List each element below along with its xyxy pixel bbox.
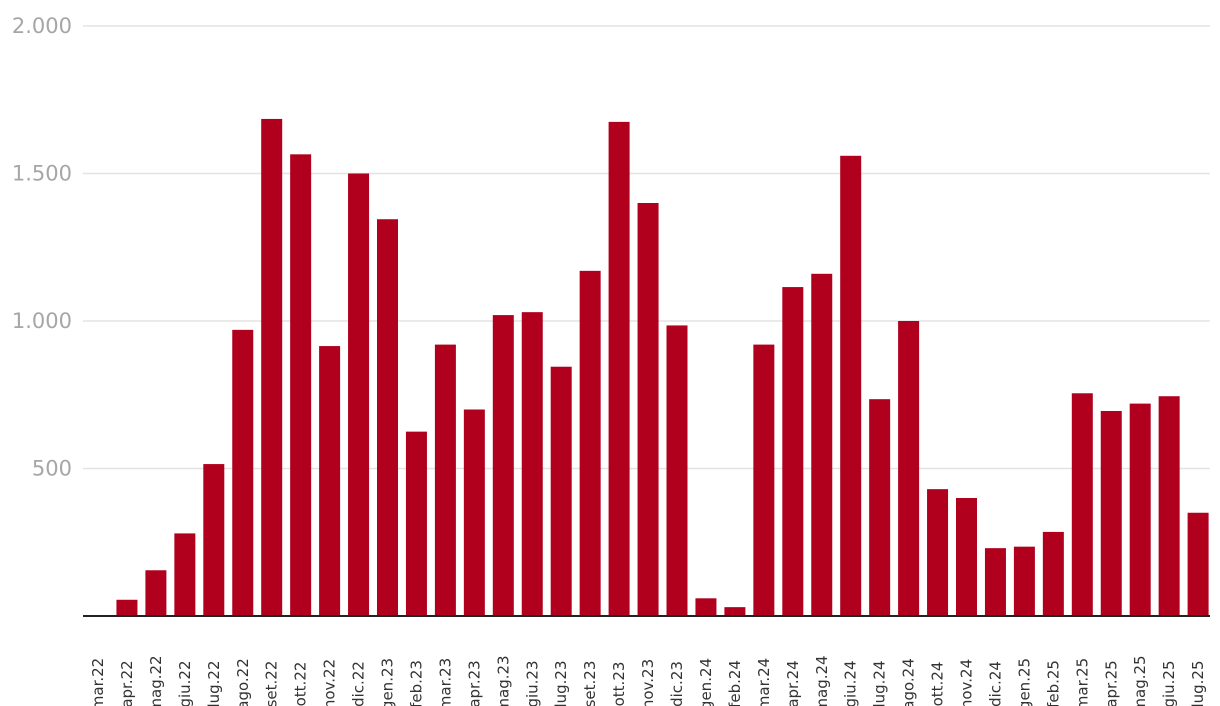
x-tick-label: mar.24 <box>755 658 773 706</box>
x-tick-label: lug.22 <box>205 660 223 706</box>
bar-giu.23 <box>521 312 543 616</box>
x-tick-label: ago.22 <box>234 658 252 706</box>
y-axis-ticks: 500 1.000 1.500 2.000 <box>12 14 72 481</box>
x-tick-label: lug.25 <box>1189 660 1207 706</box>
bar-gen.24 <box>695 598 717 616</box>
bar-set.22 <box>261 118 283 617</box>
x-tick-label: mag.25 <box>1131 655 1149 706</box>
x-tick-label: ott.22 <box>292 662 310 706</box>
x-tick-label: mag.24 <box>813 655 831 706</box>
x-tick-label: apr.23 <box>465 660 483 706</box>
bar-feb.23 <box>405 431 427 617</box>
x-tick-label: ago.24 <box>900 658 918 706</box>
bar-feb.24 <box>724 607 746 616</box>
x-tick-label: nov.24 <box>958 659 976 706</box>
bar-ott.23 <box>608 121 630 617</box>
bar-giu.24 <box>840 155 862 617</box>
x-tick-label: feb.25 <box>1044 660 1062 706</box>
bar-mag.23 <box>492 315 514 616</box>
x-tick-label: nov.22 <box>321 659 339 706</box>
x-tick-label: nov.23 <box>639 659 657 706</box>
x-tick-label: dic.22 <box>350 661 368 706</box>
x-tick-label: dic.24 <box>986 661 1004 706</box>
x-tick-label: giu.25 <box>1160 660 1178 706</box>
bar-gen.23 <box>377 219 398 617</box>
bar-mag.24 <box>811 273 833 616</box>
bar-nov.23 <box>637 203 659 616</box>
x-tick-label: feb.24 <box>726 660 744 706</box>
bar-lug.25 <box>1187 512 1209 616</box>
x-tick-label: mag.23 <box>494 655 512 706</box>
bar-mar.24 <box>753 344 775 616</box>
x-tick-label: gen.24 <box>697 658 715 706</box>
x-tick-label: ott.24 <box>929 662 947 706</box>
x-tick-label: gen.23 <box>379 658 397 706</box>
x-tick-label: apr.25 <box>1102 660 1120 706</box>
bar-mag.22 <box>145 570 167 616</box>
bar-dic.22 <box>348 173 370 616</box>
x-tick-label: mag.22 <box>147 655 165 706</box>
x-tick-label: apr.22 <box>118 660 136 706</box>
x-tick-label: giu.24 <box>842 660 860 706</box>
bar-mag.25 <box>1129 403 1151 616</box>
bar-dic.24 <box>984 548 1006 616</box>
y-tick-label: 1.500 <box>12 162 72 186</box>
x-axis-ticks: mar.22 apr.22 mag.22 giu.22 lug.22 ago.22 set.… <box>89 655 1207 706</box>
x-tick-label: set.23 <box>581 661 599 706</box>
bar-lug.22 <box>203 464 225 616</box>
bar-feb.25 <box>1042 531 1064 616</box>
bar-ago.24 <box>898 321 920 616</box>
bars <box>116 118 1209 617</box>
x-tick-label: ott.23 <box>610 662 628 706</box>
bar-mar.25 <box>1071 393 1093 616</box>
x-tick-label: gen.25 <box>1015 658 1033 706</box>
x-tick-label: apr.24 <box>784 660 802 706</box>
bar-nov.22 <box>319 346 341 616</box>
bar-ago.22 <box>232 329 254 616</box>
bar-mar.23 <box>434 344 456 616</box>
x-tick-label: set.22 <box>263 661 281 706</box>
y-tick-label: 2.000 <box>12 14 72 38</box>
bar-dic.23 <box>666 325 688 616</box>
x-tick-label: giu.22 <box>176 660 194 706</box>
x-tick-label: dic.23 <box>668 661 686 706</box>
x-tick-label: mar.22 <box>89 658 107 706</box>
bar-lug.23 <box>550 366 572 616</box>
y-tick-label: 1.000 <box>12 309 72 333</box>
x-tick-label: lug.24 <box>871 660 889 706</box>
x-tick-label: lug.23 <box>552 660 570 706</box>
bar-ott.22 <box>290 154 312 616</box>
bar-apr.22 <box>116 599 138 616</box>
bar-lug.24 <box>869 399 891 616</box>
x-tick-label: feb.23 <box>407 660 425 706</box>
bar-giu.22 <box>174 533 196 616</box>
x-tick-label: mar.23 <box>436 658 454 706</box>
x-tick-label: giu.23 <box>523 660 541 706</box>
bar-apr.23 <box>463 409 485 616</box>
bar-ott.24 <box>927 489 949 616</box>
bar-gen.25 <box>1013 546 1035 616</box>
y-tick-label: 500 <box>32 457 72 481</box>
bar-giu.25 <box>1158 396 1180 616</box>
bar-set.23 <box>579 270 601 616</box>
bar-apr.25 <box>1100 410 1122 616</box>
bar-apr.24 <box>782 287 804 616</box>
x-tick-label: mar.25 <box>1073 658 1091 706</box>
bar-nov.24 <box>956 498 977 616</box>
